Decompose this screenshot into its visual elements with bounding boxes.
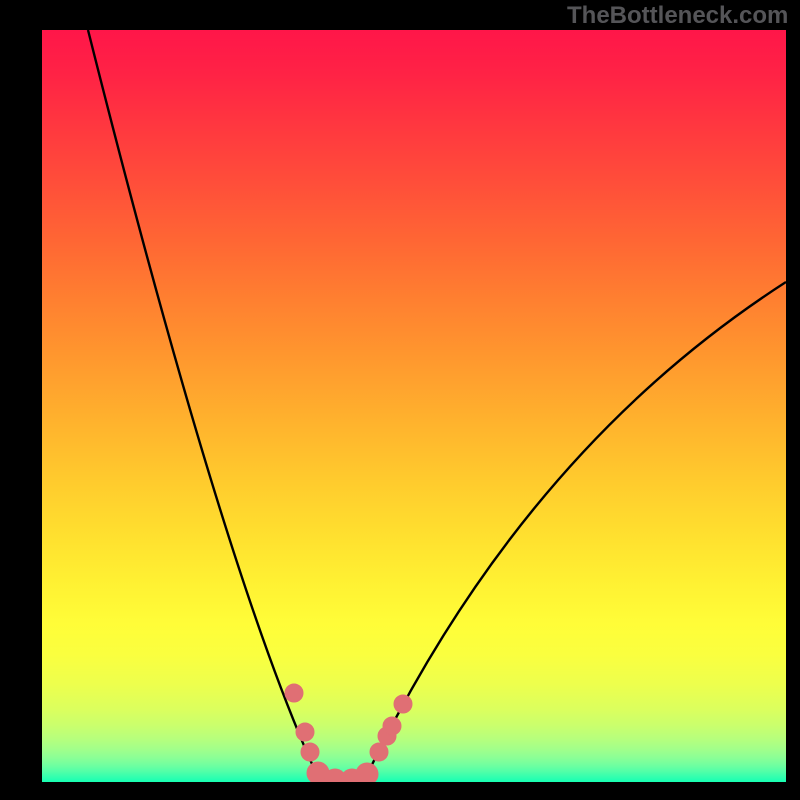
curve-marker — [370, 743, 388, 761]
curve-marker — [394, 695, 412, 713]
plot-area — [42, 30, 786, 782]
curve-marker — [383, 717, 401, 735]
gradient-background — [42, 30, 786, 782]
curve-marker — [296, 723, 314, 741]
attribution-label: TheBottleneck.com — [567, 2, 788, 30]
plot-svg — [42, 30, 786, 782]
curve-marker — [301, 743, 319, 761]
curve-marker — [356, 763, 378, 782]
curve-marker — [285, 684, 303, 702]
